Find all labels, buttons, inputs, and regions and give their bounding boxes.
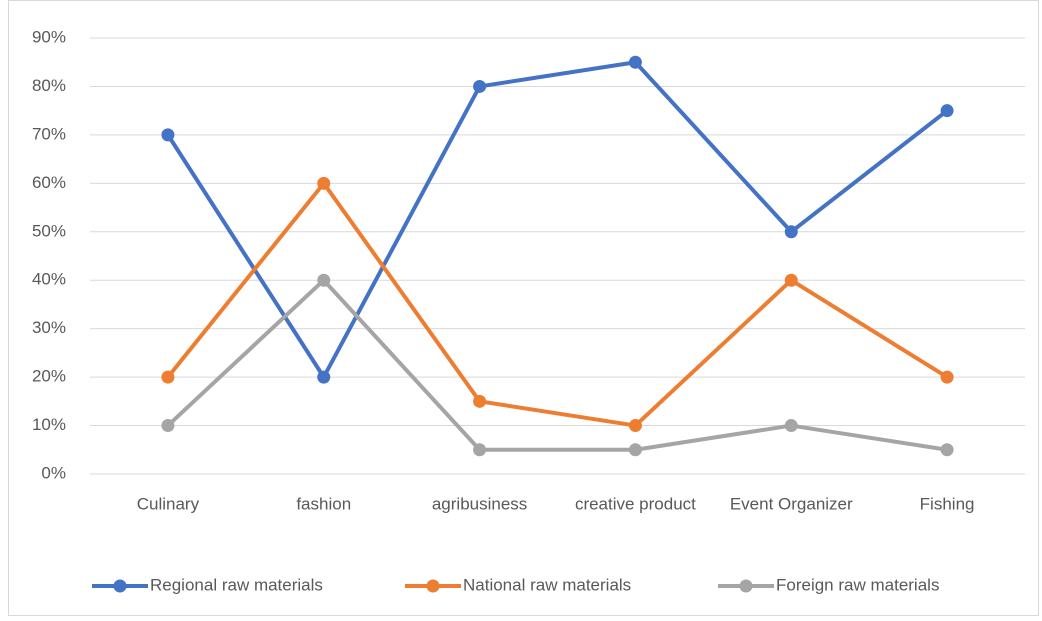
data-point	[784, 273, 798, 287]
y-tick-label: 0%	[41, 463, 66, 482]
y-tick-label: 20%	[32, 367, 66, 386]
legend-label: National raw materials	[463, 575, 631, 594]
y-tick-label: 60%	[32, 173, 66, 192]
data-point	[940, 443, 954, 457]
data-point	[161, 419, 175, 433]
data-point	[473, 443, 487, 457]
legend-marker	[739, 579, 753, 593]
y-tick-label: 10%	[32, 415, 66, 434]
data-point	[317, 176, 331, 190]
data-point	[161, 370, 175, 384]
x-tick-label: agribusiness	[432, 494, 527, 513]
data-point	[317, 273, 331, 287]
y-tick-label: 30%	[32, 318, 66, 337]
data-point	[628, 443, 642, 457]
data-point	[940, 104, 954, 118]
y-tick-label: 80%	[32, 76, 66, 95]
x-tick-label: creative product	[575, 494, 696, 513]
series-line	[166, 278, 948, 452]
legend-marker	[113, 579, 127, 593]
series-line	[166, 60, 949, 380]
x-tick-label: Event Organizer	[730, 494, 853, 513]
x-tick-label: fashion	[296, 494, 351, 513]
x-tick-label: Culinary	[137, 494, 200, 513]
data-point	[628, 55, 642, 69]
data-point	[628, 419, 642, 433]
y-tick-label: 90%	[32, 27, 66, 46]
legend-label: Foreign raw materials	[776, 575, 939, 594]
x-tick-label: Fishing	[920, 494, 975, 513]
y-tick-label: 50%	[32, 221, 66, 240]
legend-label: Regional raw materials	[150, 575, 323, 594]
data-point	[473, 394, 487, 408]
legend-marker	[426, 579, 440, 593]
series-line	[166, 181, 949, 428]
data-point	[473, 79, 487, 93]
data-point	[317, 370, 331, 384]
data-point	[784, 225, 798, 239]
data-point	[940, 370, 954, 384]
data-point	[161, 128, 175, 142]
y-tick-label: 70%	[32, 124, 66, 143]
chart-border	[8, 0, 1039, 616]
data-point	[784, 419, 798, 433]
y-tick-label: 40%	[32, 270, 66, 289]
